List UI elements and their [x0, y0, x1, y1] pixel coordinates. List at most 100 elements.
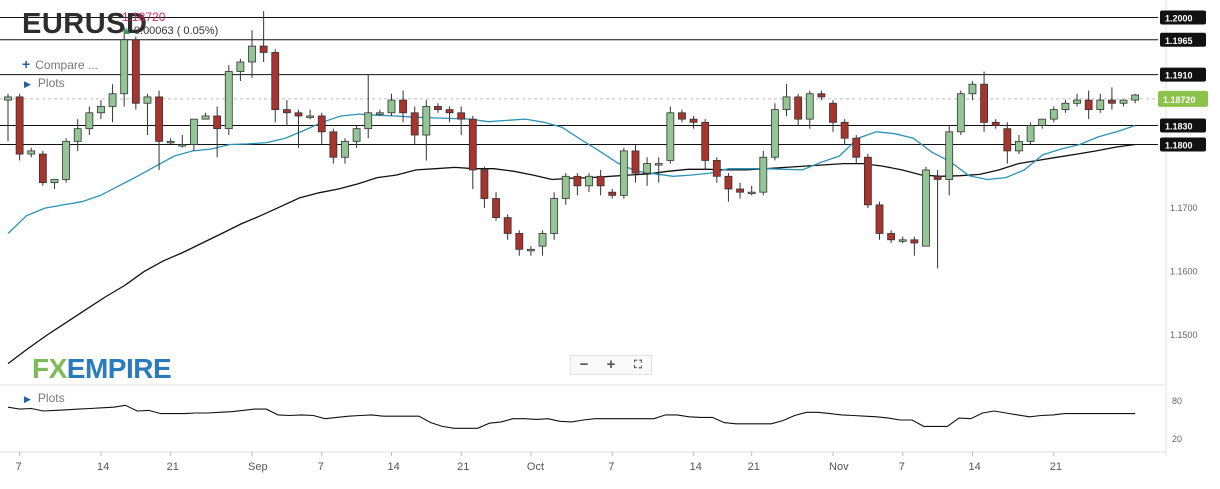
candle[interactable]	[492, 198, 500, 218]
candle[interactable]	[422, 106, 431, 136]
candle[interactable]	[341, 140, 349, 158]
candle[interactable]	[236, 61, 245, 72]
candle[interactable]	[131, 39, 140, 104]
candle[interactable]	[759, 156, 768, 193]
candle[interactable]	[538, 233, 547, 247]
candle[interactable]	[898, 239, 907, 242]
zoom-out-button[interactable]: −	[579, 356, 589, 373]
candle[interactable]	[259, 45, 268, 53]
candle[interactable]	[503, 217, 512, 234]
candle[interactable]	[561, 175, 570, 199]
candle[interactable]	[1119, 99, 1128, 104]
candle[interactable]	[980, 83, 988, 123]
candle[interactable]	[97, 106, 105, 114]
candle[interactable]	[608, 191, 617, 196]
candle[interactable]	[434, 106, 442, 111]
candle[interactable]	[678, 112, 686, 120]
candle[interactable]	[143, 96, 152, 104]
candle[interactable]	[4, 96, 12, 101]
candle[interactable]	[596, 175, 605, 187]
candle[interactable]	[817, 93, 826, 98]
candle[interactable]	[294, 112, 303, 117]
candle[interactable]	[329, 131, 338, 158]
candle[interactable]	[666, 112, 675, 161]
candle[interactable]	[654, 163, 663, 166]
candle[interactable]	[271, 52, 280, 111]
candle[interactable]	[1073, 99, 1081, 104]
candle[interactable]	[213, 115, 222, 130]
candle[interactable]	[457, 112, 466, 120]
candle[interactable]	[747, 191, 756, 195]
lower-plots-toggle[interactable]: ▶ Plots	[24, 391, 65, 405]
zoom-in-button[interactable]: +	[606, 356, 616, 373]
candle[interactable]	[619, 150, 628, 196]
candle[interactable]	[399, 99, 407, 114]
candle[interactable]	[27, 150, 36, 155]
candle[interactable]	[85, 112, 94, 130]
candle[interactable]	[794, 96, 803, 120]
candle[interactable]	[585, 175, 593, 187]
candle[interactable]	[933, 175, 942, 180]
candle[interactable]	[724, 175, 733, 190]
candle[interactable]	[631, 150, 640, 174]
candle[interactable]	[550, 198, 559, 234]
candle[interactable]	[991, 121, 1000, 126]
candle[interactable]	[387, 99, 396, 114]
candle[interactable]	[62, 140, 70, 180]
candle[interactable]	[527, 248, 535, 252]
plots-toggle[interactable]: ▶ Plots	[24, 76, 65, 90]
candle[interactable]	[1049, 109, 1058, 120]
candle[interactable]	[573, 175, 582, 187]
candle[interactable]	[945, 131, 954, 180]
candle[interactable]	[643, 163, 651, 174]
candle[interactable]	[224, 71, 233, 130]
candle[interactable]	[155, 96, 163, 142]
candle[interactable]	[1084, 99, 1093, 111]
candle[interactable]	[829, 102, 837, 123]
candle[interactable]	[248, 45, 256, 63]
candle[interactable]	[771, 109, 779, 158]
candle[interactable]	[201, 115, 210, 120]
candle[interactable]	[364, 112, 373, 130]
candle[interactable]	[317, 115, 326, 133]
compare-button[interactable]: + Compare ...	[22, 56, 98, 72]
candle[interactable]	[956, 93, 965, 133]
candle[interactable]	[480, 169, 489, 199]
zoom-fit-button[interactable]: ⛶	[634, 359, 642, 371]
candle[interactable]	[875, 204, 884, 234]
candle[interactable]	[1131, 94, 1140, 101]
candle[interactable]	[852, 137, 861, 158]
candle[interactable]	[701, 121, 710, 161]
candle[interactable]	[38, 153, 47, 184]
candle[interactable]	[1108, 99, 1116, 104]
candle[interactable]	[1015, 140, 1023, 152]
candle[interactable]	[863, 156, 872, 206]
candle[interactable]	[712, 160, 721, 177]
candle[interactable]	[375, 112, 384, 115]
candle[interactable]	[1003, 128, 1012, 152]
candle[interactable]	[108, 93, 117, 107]
candle[interactable]	[306, 115, 315, 118]
candle[interactable]	[805, 93, 814, 120]
candle[interactable]	[410, 112, 419, 136]
candle[interactable]	[689, 118, 698, 123]
candle[interactable]	[190, 118, 198, 145]
candle[interactable]	[352, 128, 361, 142]
candle[interactable]	[120, 39, 129, 95]
candle[interactable]	[968, 83, 977, 95]
candle[interactable]	[15, 96, 24, 155]
candle[interactable]	[515, 233, 524, 250]
candle[interactable]	[1061, 102, 1070, 111]
candle[interactable]	[50, 179, 59, 184]
candle[interactable]	[922, 169, 930, 247]
candle[interactable]	[887, 233, 896, 241]
candle[interactable]	[468, 118, 477, 171]
candle[interactable]	[736, 188, 744, 193]
candle[interactable]	[445, 109, 454, 114]
candle[interactable]	[282, 109, 291, 114]
candle[interactable]	[166, 140, 175, 144]
candle[interactable]	[910, 239, 919, 244]
candle[interactable]	[1026, 125, 1035, 142]
candle[interactable]	[178, 144, 187, 147]
